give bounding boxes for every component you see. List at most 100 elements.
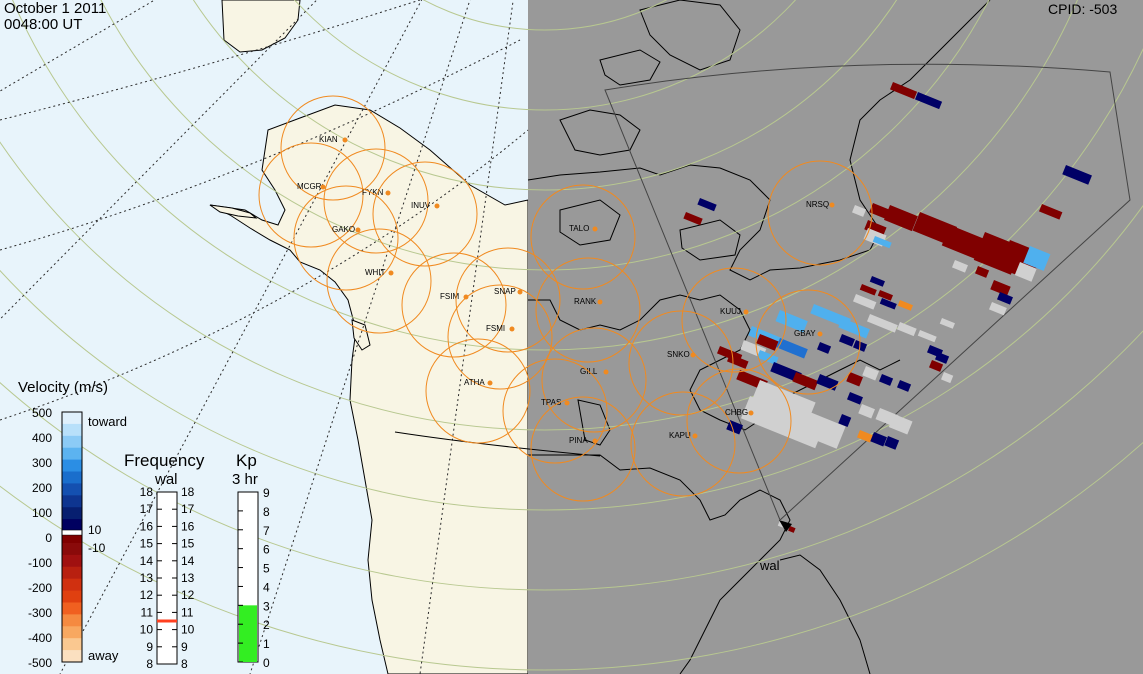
velocity-vector (897, 300, 913, 311)
station-fov-circle (447, 284, 553, 390)
velocity-color-segment (62, 412, 82, 425)
velocity-color-segment (62, 626, 82, 639)
frequency-tick-label: 8 (146, 657, 153, 671)
station-label: NRSQ (806, 200, 829, 209)
station-fov-circle (455, 247, 561, 353)
velocity-threshold-positive: 10 (88, 523, 102, 537)
station-inuv: INUV (372, 161, 478, 267)
velocity-vector (858, 404, 875, 419)
velocity-color-segment (62, 423, 82, 437)
velocity-vector (857, 430, 873, 443)
frequency-tick-label: 17 (181, 502, 195, 516)
night-coastlines (527, 0, 991, 674)
velocity-vector (853, 293, 877, 310)
station-label: CHBG (725, 408, 748, 417)
frequency-tick-labels: 18 18 17 17 16 16 15 15 14 14 13 13 12 12 11 11 10 10 9 9 8 8 (140, 485, 195, 671)
velocity-vector (864, 219, 887, 237)
header-time: 0048:00 UT (4, 16, 83, 33)
station-dot (603, 369, 609, 375)
kp-tick-label: 4 (263, 580, 270, 594)
velocity-zero-band (61, 529, 83, 536)
velocity-vector (941, 372, 954, 384)
velocity-vector (890, 82, 918, 100)
velocity-threshold-negative: -10 (88, 541, 106, 555)
station-gbay: GBAY (755, 289, 861, 395)
station-dot (509, 326, 515, 332)
velocity-color-segment (62, 519, 82, 532)
velocity-vector (879, 374, 894, 386)
velocity-vector (776, 338, 808, 359)
velocity-color-segment (62, 435, 82, 449)
station-fov-circle (530, 396, 636, 502)
station-dot (320, 184, 326, 190)
station-fov-circle (401, 252, 507, 358)
station-dot (592, 226, 598, 232)
frequency-tick-label: 16 (140, 519, 154, 533)
station-label: PINA (569, 436, 588, 445)
velocity-color-segment (62, 495, 82, 508)
station-dot (385, 190, 391, 196)
velocity-vector (917, 330, 937, 343)
velocity-vector (870, 432, 887, 447)
station-fov-circle (293, 185, 399, 291)
velocity-tick-label: -400 (28, 631, 52, 645)
station-dot (342, 137, 348, 143)
station-fov-circle (280, 95, 386, 201)
legend-panel: Velocity (m/s) 5004003002001000-100-200-… (18, 379, 270, 671)
frequency-tick-label: 12 (140, 588, 154, 602)
frequency-tick-label: 10 (181, 623, 195, 637)
frequency-tick-label: 16 (181, 519, 195, 533)
frequency-radar-label: wal (154, 471, 178, 488)
velocity-vector (1014, 262, 1037, 282)
frequency-tick-label: 11 (141, 605, 154, 619)
station-fov-circle (681, 267, 787, 373)
station-dot (487, 380, 493, 386)
velocity-color-segment (62, 554, 82, 568)
station-dot (743, 309, 749, 315)
velocity-vector (683, 211, 703, 226)
station-dot (690, 352, 696, 358)
station-label: KIAN (319, 135, 338, 144)
velocity-vector (869, 203, 890, 220)
velocity-color-segment (62, 614, 82, 627)
velocity-vector (872, 235, 892, 249)
velocity-vector (941, 225, 988, 261)
velocity-tick-label: -200 (28, 581, 52, 595)
velocity-vector (757, 350, 779, 365)
station-fsmi: FSMI (447, 284, 553, 390)
station-dot (355, 227, 361, 233)
velocity-tick-label: 500 (32, 406, 52, 420)
frequency-tick-label: 14 (181, 554, 195, 568)
station-label: MCGR (297, 182, 322, 191)
velocity-tick-label: -300 (28, 606, 52, 620)
velocity-vector (775, 310, 808, 333)
velocity-vector (847, 392, 863, 405)
station-snap: SNAP (455, 247, 561, 353)
velocity-color-segment (62, 471, 82, 484)
station-label: KUUJ (720, 307, 741, 316)
frequency-tick-label: 13 (181, 571, 195, 585)
velocity-vector (862, 366, 879, 381)
longitude-lines (0, 0, 529, 674)
station-fov-circle (326, 228, 432, 334)
frequency-tick-label: 12 (181, 588, 195, 602)
station-fov-circle (630, 391, 736, 497)
frequency-title: Frequency (124, 451, 205, 470)
frequency-tick-label: 10 (140, 623, 154, 637)
station-dot (434, 203, 440, 209)
velocity-vector (990, 280, 1011, 297)
velocity-vector (879, 298, 897, 310)
kp-tick-label: 5 (263, 562, 270, 576)
frequency-tick-label: 15 (140, 537, 154, 551)
velocity-vector (939, 318, 955, 329)
station-dot (692, 433, 698, 439)
velocity-vector (1023, 246, 1051, 271)
station-label: FYKN (362, 188, 384, 197)
velocity-vector (817, 342, 832, 354)
kp-tick-labels: 9 8 7 6 5 4 3 2 1 0 (238, 486, 270, 670)
radar-fov-outline (604, 63, 1131, 521)
frequency-tick-label: 9 (146, 640, 153, 654)
radar-site-marker (779, 520, 792, 532)
station-label: RANK (574, 297, 597, 306)
